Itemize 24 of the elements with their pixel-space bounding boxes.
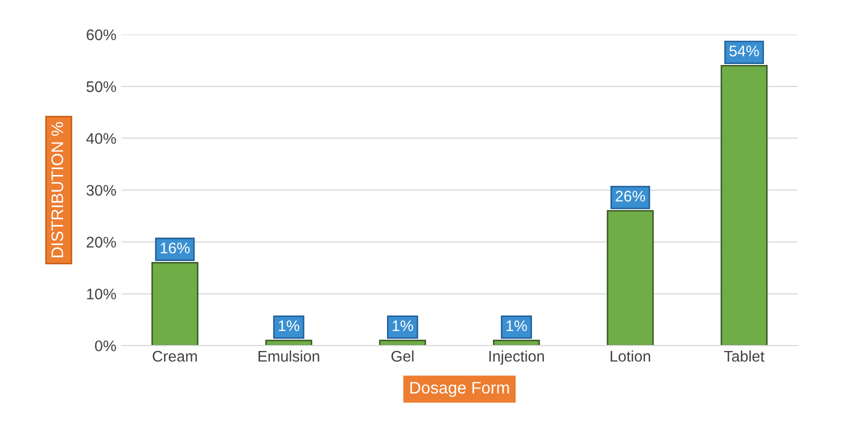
y-tick-label: 60% <box>86 29 116 40</box>
bar <box>265 340 312 346</box>
x-tick-label: Tablet <box>724 350 764 362</box>
y-axis-title: DISTRIBUTION % <box>51 122 64 258</box>
data-label: 16% <box>160 242 190 254</box>
x-tick-label: Cream <box>152 350 197 362</box>
y-tick-label: 30% <box>86 184 116 196</box>
bar <box>492 340 540 346</box>
data-label: 1% <box>392 320 414 332</box>
data-label: 1% <box>506 320 527 332</box>
data-label: 54% <box>729 46 759 56</box>
x-tick-label: Lotion <box>610 350 650 362</box>
y-tick-label: 40% <box>86 133 116 144</box>
x-axis-title: Dosage Form <box>410 382 509 397</box>
y-tick-label: 20% <box>86 236 116 248</box>
y-tick-label: 10% <box>87 288 116 300</box>
x-tick-label: Gel <box>391 350 414 362</box>
x-tick-label: Injection <box>489 350 544 365</box>
data-label: 26% <box>616 190 646 202</box>
x-tick-label: Emulsion <box>258 350 320 362</box>
bar <box>379 340 426 346</box>
y-tick-label: 50% <box>86 81 116 92</box>
y-tick-label: 0% <box>95 340 116 352</box>
data-label: 1% <box>278 320 300 332</box>
